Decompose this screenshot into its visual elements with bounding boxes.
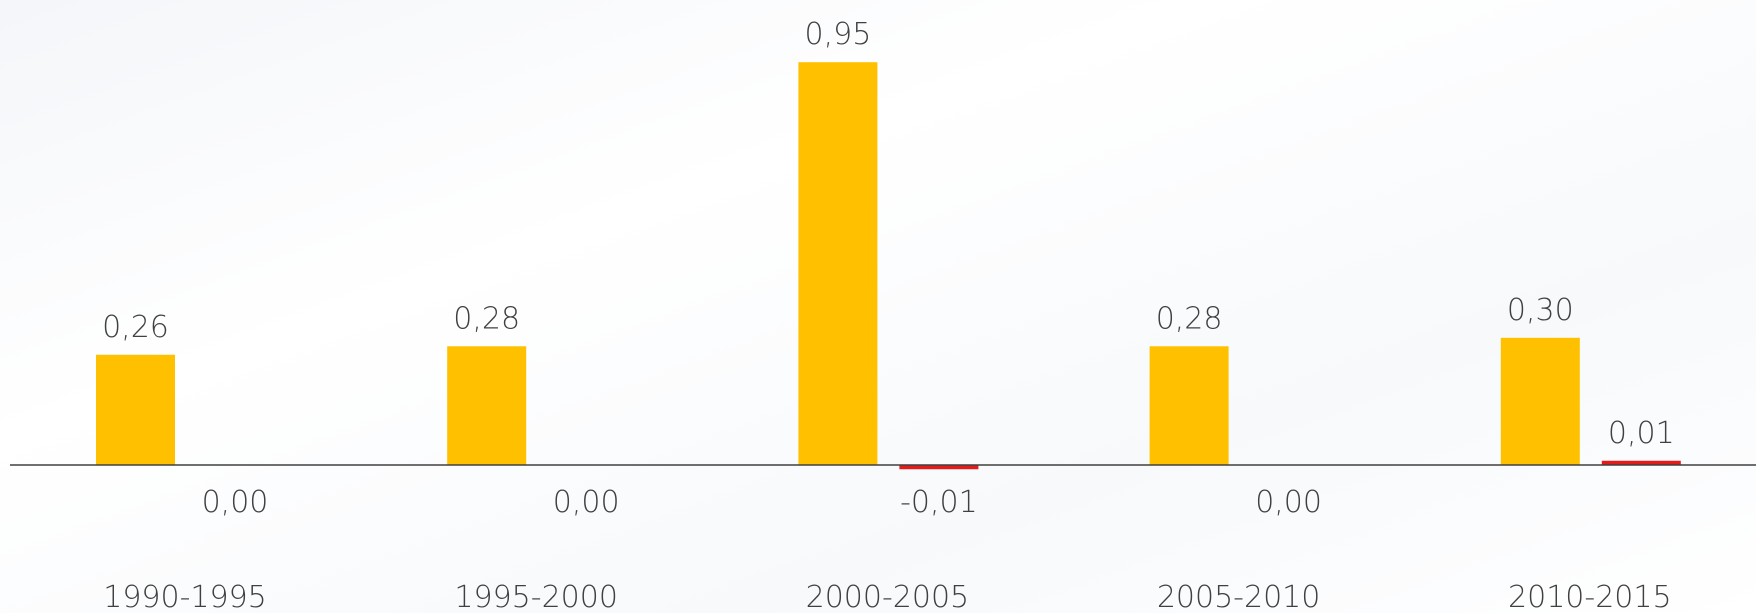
bar-series-2 [1601,460,1681,465]
data-label-series-1: 0,26 [102,310,169,345]
bars-group [96,62,1681,470]
bar-series-1 [96,354,175,465]
category-label: 1990-1995 [103,580,267,613]
category-label: 2005-2010 [1157,580,1321,613]
data-label-series-2: 0,00 [1255,485,1322,520]
bar-series-1 [798,62,878,465]
category-label: 2000-2005 [806,580,970,613]
data-label-series-2: 0,00 [553,485,620,520]
data-label-series-2: 0,01 [1608,416,1675,451]
bar-series-2 [899,465,979,470]
data-labels-group: 0,26 0,00 0,28 0,00 0,95 -0,01 0,28 0,00 0,30 0,0… [102,17,1675,520]
data-label-series-2: 0,00 [202,485,269,520]
bar-series-1 [1500,337,1580,465]
data-label-series-1: 0,28 [1156,301,1223,336]
bar-series-1 [447,346,527,465]
category-label: 2010-2015 [1508,580,1672,613]
data-label-series-1: 0,28 [453,301,520,336]
category-labels-group: 1990-1995 1995-2000 2000-2005 2005-2010 2010… [103,580,1671,613]
data-label-series-1: 0,95 [805,17,872,52]
bar-series-1 [1149,346,1229,465]
data-label-series-2: -0,01 [900,485,978,520]
category-label: 1995-2000 [454,580,618,613]
data-label-series-1: 0,30 [1507,293,1574,328]
